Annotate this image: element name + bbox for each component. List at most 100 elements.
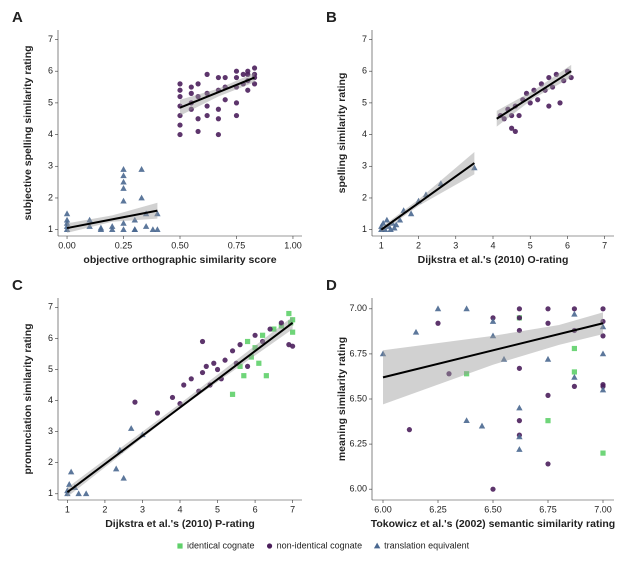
- point: [500, 355, 508, 362]
- point: [263, 373, 269, 379]
- point: [195, 116, 201, 122]
- point: [120, 166, 127, 172]
- point: [599, 323, 607, 330]
- x-axis-title: Dijkstra et al.'s (2010) P-rating: [105, 518, 255, 530]
- point: [391, 224, 398, 231]
- point: [222, 74, 228, 81]
- y-tick-label: 1: [48, 488, 53, 498]
- point: [244, 338, 251, 345]
- x-tick-label: 0.75: [228, 240, 246, 250]
- point: [252, 345, 258, 351]
- y-tick-label: 6: [362, 66, 367, 76]
- point: [434, 305, 442, 312]
- point: [215, 106, 222, 112]
- point: [233, 112, 240, 119]
- point: [463, 305, 470, 312]
- point: [66, 481, 73, 487]
- legend-marker: [373, 542, 381, 549]
- panel-label: B: [326, 9, 337, 26]
- y-tick-label: 3: [362, 161, 367, 171]
- point: [278, 323, 284, 329]
- point: [256, 360, 262, 366]
- x-tick-label: 0.25: [115, 240, 133, 250]
- point: [379, 219, 387, 226]
- point: [251, 65, 258, 71]
- y-tick-label: 2: [48, 457, 53, 467]
- point: [383, 216, 391, 223]
- point: [177, 93, 183, 100]
- y-tick-label: 1: [362, 224, 367, 234]
- point: [211, 360, 217, 366]
- point: [286, 310, 292, 317]
- y-tick-label: 6: [48, 66, 53, 76]
- y-tick-label: 2: [48, 192, 53, 202]
- x-tick-label: 5: [528, 240, 533, 250]
- x-tick-label: 7: [290, 504, 295, 514]
- point: [516, 418, 523, 424]
- y-axis-title: spelling similarity rating: [336, 73, 348, 194]
- y-tick-label: 7: [48, 302, 53, 312]
- point: [557, 100, 563, 106]
- x-tick-label: 3: [453, 240, 458, 250]
- point: [199, 369, 206, 376]
- point: [169, 394, 176, 401]
- point: [149, 226, 157, 233]
- point: [195, 81, 201, 87]
- point: [490, 315, 496, 321]
- point: [599, 386, 607, 393]
- point: [516, 327, 523, 334]
- point: [204, 90, 210, 96]
- legend-marker: [266, 543, 273, 549]
- point: [245, 87, 251, 93]
- point: [387, 226, 394, 233]
- point: [437, 180, 445, 187]
- point: [199, 338, 206, 345]
- point: [241, 373, 247, 379]
- point: [120, 185, 127, 191]
- panel-label: A: [12, 9, 23, 26]
- point: [233, 74, 240, 81]
- confidence-band: [383, 312, 603, 405]
- y-tick-label: 7: [362, 34, 367, 44]
- point: [599, 350, 607, 357]
- panel-label: C: [12, 277, 23, 294]
- point: [516, 446, 523, 452]
- fit-line: [496, 70, 572, 120]
- x-tick-label: 1: [379, 240, 384, 250]
- x-tick-label: 2: [102, 504, 107, 514]
- point: [545, 392, 551, 398]
- point: [516, 433, 523, 440]
- point: [271, 326, 277, 332]
- point: [531, 87, 537, 93]
- point: [188, 84, 194, 90]
- point: [86, 216, 93, 223]
- point: [177, 131, 183, 138]
- point: [188, 376, 194, 382]
- x-axis-title: Dijkstra et al.'s (2010) O-rating: [418, 254, 569, 266]
- x-tick-label: 7.00: [594, 504, 612, 514]
- point: [245, 68, 251, 74]
- point: [600, 333, 606, 339]
- point: [64, 490, 71, 497]
- point: [509, 112, 515, 119]
- point: [407, 210, 415, 217]
- y-tick-label: 5: [48, 97, 53, 107]
- point: [545, 418, 551, 424]
- point: [215, 116, 222, 122]
- point: [131, 216, 139, 223]
- point: [516, 112, 522, 119]
- point: [233, 68, 240, 74]
- point: [406, 427, 412, 433]
- point: [248, 354, 254, 360]
- y-tick-label: 7: [48, 34, 53, 44]
- point: [571, 306, 578, 312]
- point: [154, 210, 161, 217]
- point: [222, 357, 228, 363]
- point: [545, 461, 551, 467]
- point: [571, 369, 577, 375]
- y-tick-label: 4: [48, 395, 53, 405]
- fit-line: [382, 322, 604, 379]
- x-tick-label: 0.00: [58, 240, 76, 250]
- point: [229, 391, 236, 397]
- point: [516, 365, 523, 371]
